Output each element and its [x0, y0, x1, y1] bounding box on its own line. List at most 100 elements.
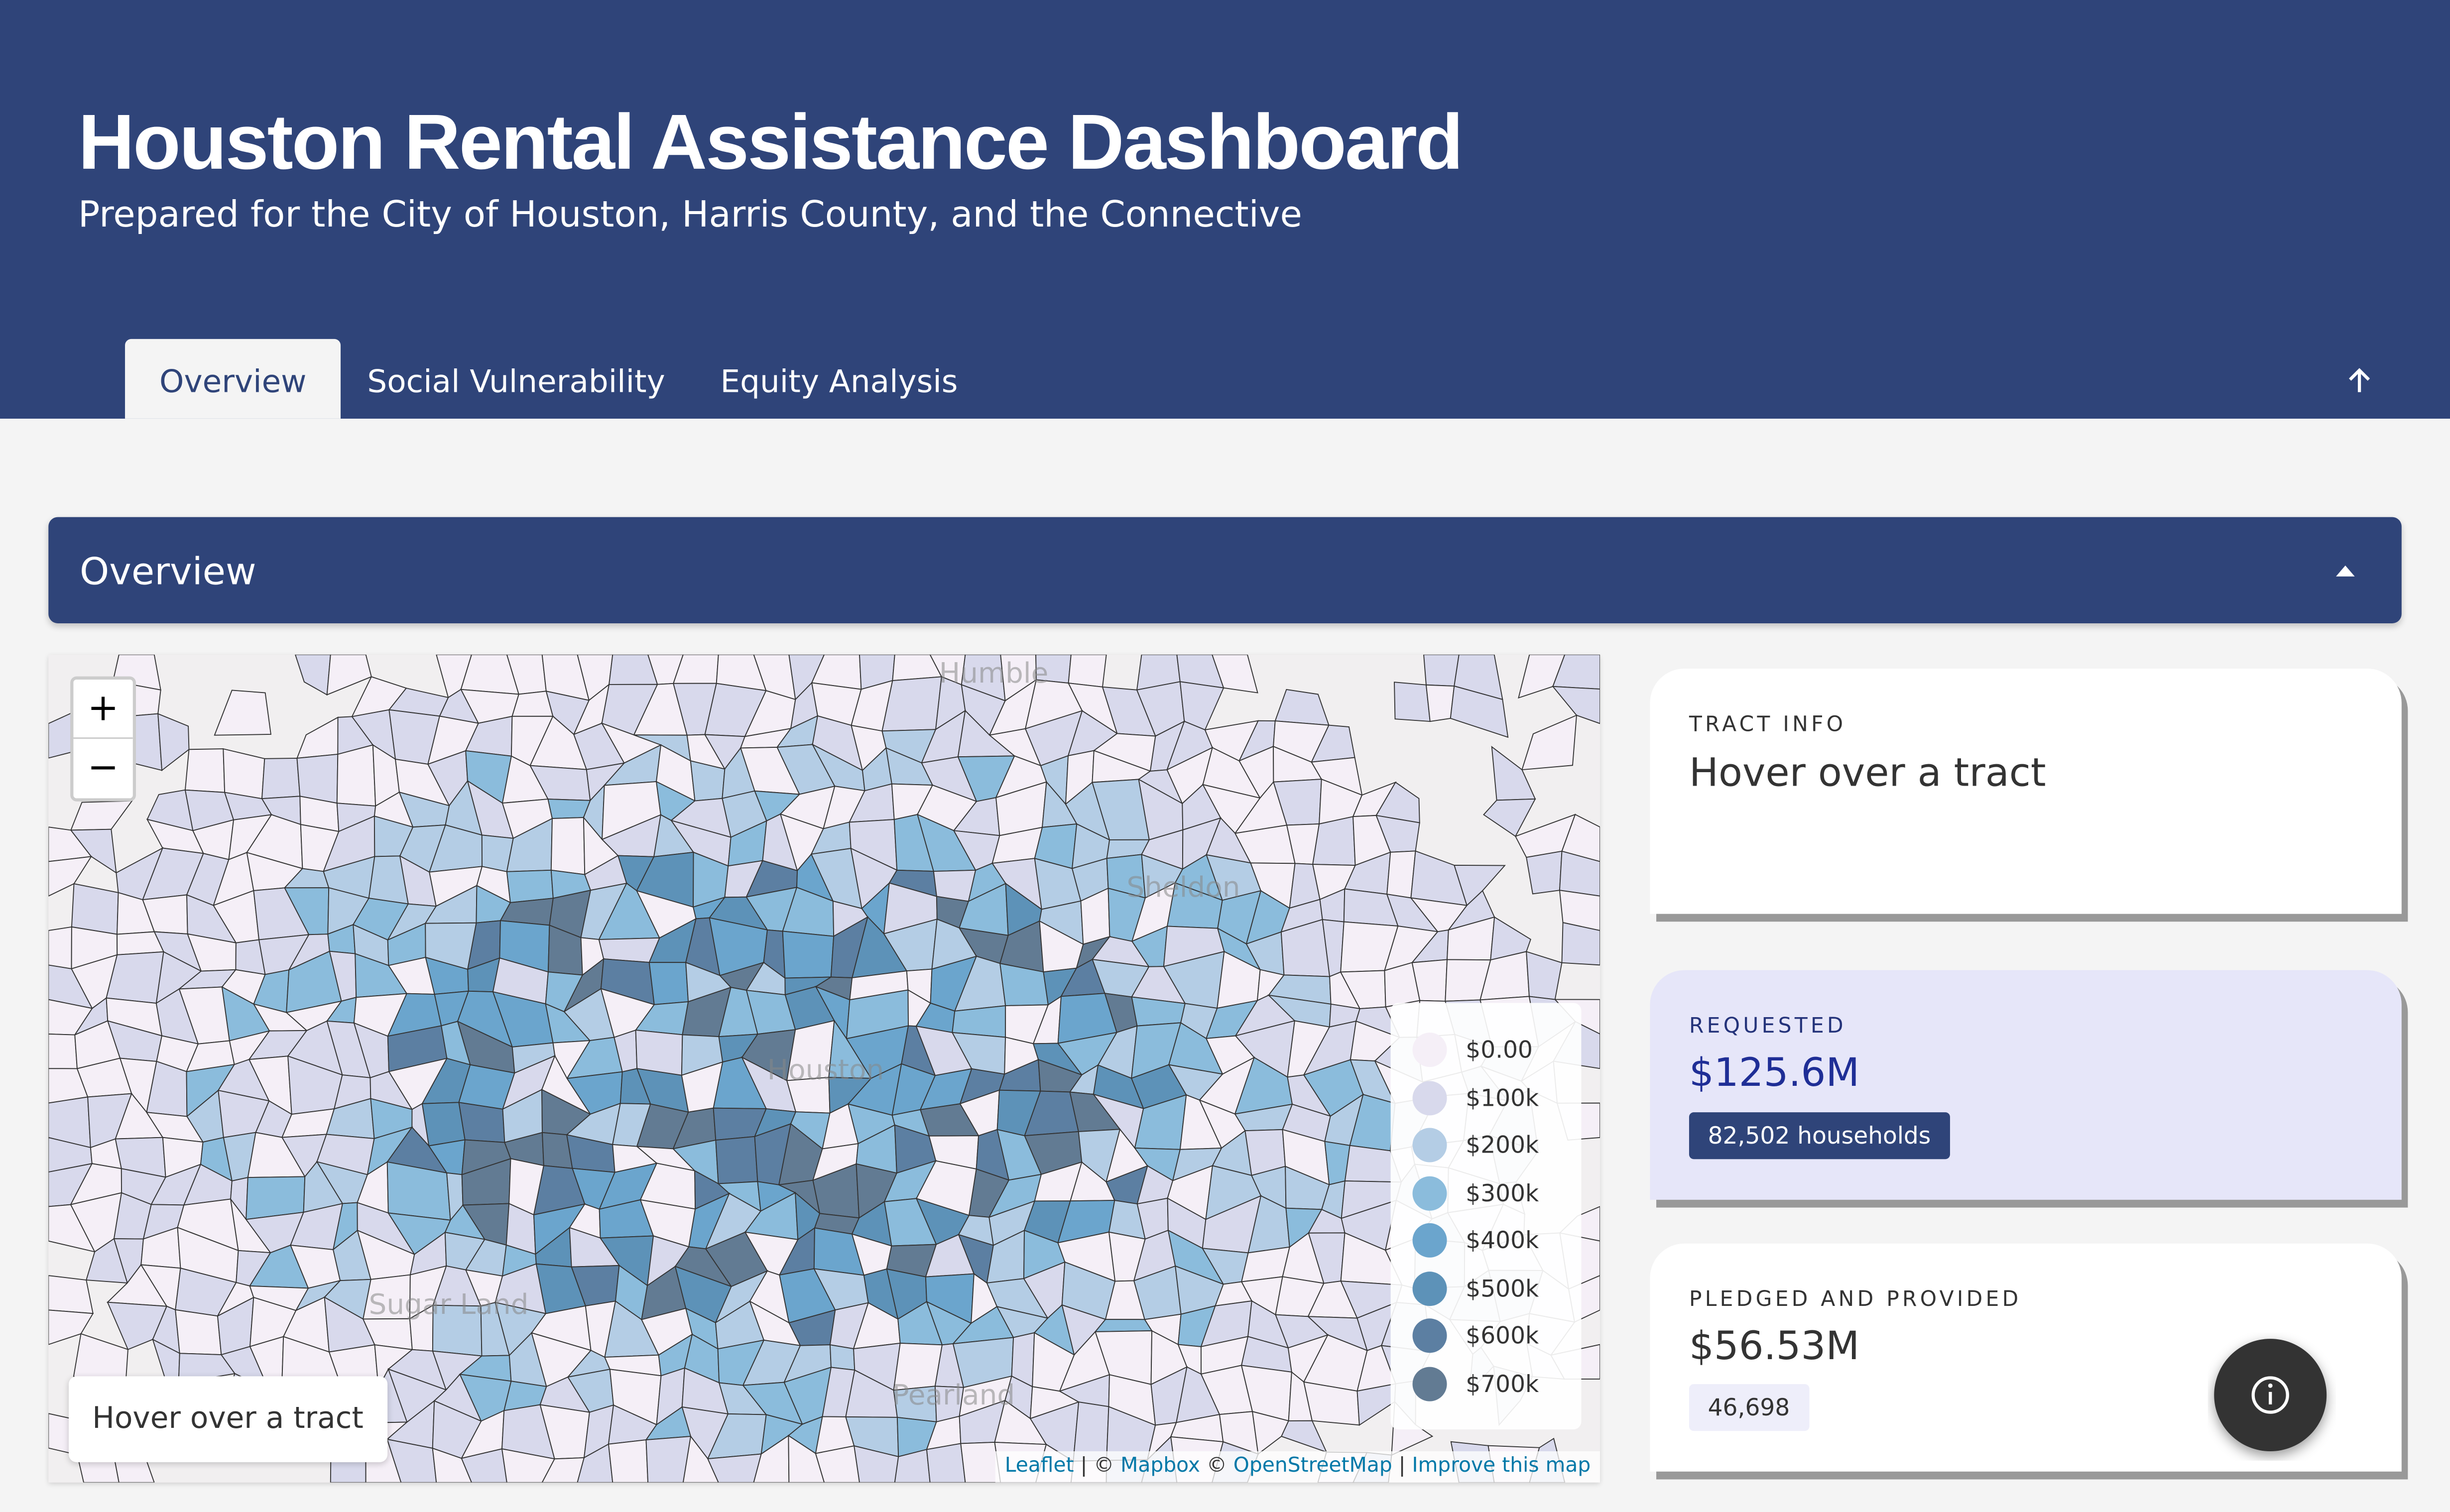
place-label: Houston: [767, 1054, 884, 1086]
tract: [458, 1102, 505, 1143]
zoom-out[interactable]: −: [73, 739, 133, 797]
tract: [1394, 682, 1431, 722]
tab[interactable]: Equity Analysis: [720, 362, 958, 400]
legend-label: $100k: [1466, 1083, 1539, 1112]
tracts: [48, 654, 1600, 1483]
tract: [223, 748, 265, 800]
legend-swatch: [1412, 1366, 1447, 1401]
tract: [1356, 1383, 1396, 1426]
place-label: Pearland: [892, 1379, 1015, 1411]
card-label: REQUESTED: [1689, 1014, 1846, 1039]
tract: [261, 758, 301, 800]
legend-label: $400k: [1466, 1226, 1539, 1255]
legend-label: $300k: [1466, 1178, 1539, 1207]
card-text: Hover over a tract: [1689, 750, 2046, 796]
tract: [1425, 684, 1455, 722]
tab[interactable]: Social Vulnerability: [367, 362, 665, 400]
tract: [214, 690, 272, 736]
badge: 82,502 households: [1689, 1112, 1950, 1160]
tract: [336, 744, 376, 807]
tab[interactable]: Overview: [125, 339, 341, 419]
zoom-in[interactable]: +: [73, 679, 133, 739]
legend-swatch: [1412, 1175, 1447, 1210]
legend-label: $500k: [1466, 1274, 1539, 1302]
legend-item: $300k: [1412, 1174, 1569, 1211]
tract: [715, 1136, 758, 1184]
section-header[interactable]: Overview: [48, 517, 2402, 623]
tract: [48, 1275, 94, 1314]
zoom-control: + −: [70, 676, 136, 802]
tract: [782, 930, 835, 979]
legend-item: $700k: [1412, 1365, 1569, 1402]
tract-card: TRACT INFO Hover over a tract: [1650, 668, 2402, 914]
tract: [952, 1005, 1006, 1038]
card-label: TRACT INFO: [1689, 712, 1846, 738]
map-canvas[interactable]: Humble Sheldon Houston Sugar Land Pearland: [48, 654, 1600, 1483]
legend-swatch: [1412, 1128, 1447, 1163]
legend-item: $400k: [1412, 1222, 1569, 1259]
legend-swatch: [1412, 1033, 1447, 1067]
tract: [926, 1443, 966, 1483]
tract: [294, 654, 331, 696]
legend: $0.00 $100k $200k $300k $400k $500k $600k $700k: [1390, 1003, 1582, 1430]
tract: [648, 962, 689, 1005]
tract: [960, 1441, 1001, 1483]
attribution-part[interactable]: Mapbox: [1120, 1454, 1200, 1478]
tract: [184, 748, 226, 793]
place-label: Sugar Land: [369, 1288, 529, 1321]
card-value: $125.6M: [1689, 1049, 1860, 1095]
tract: [1423, 654, 1460, 687]
tract: [608, 1439, 649, 1483]
tract: [296, 716, 339, 759]
tract: [1552, 686, 1600, 724]
tract: [1281, 1420, 1328, 1453]
legend-item: $200k: [1412, 1126, 1569, 1163]
legend-item: $600k: [1412, 1317, 1569, 1354]
tract: [1521, 714, 1578, 771]
legend-swatch: [1412, 1080, 1447, 1115]
tract: [506, 869, 554, 903]
header: Houston Rental Assistance Dashboard Prep…: [0, 0, 2450, 419]
requested-card: REQUESTED $125.6M 82,502 households: [1650, 970, 2402, 1200]
tract: [421, 1102, 466, 1147]
tract: [71, 883, 119, 935]
attribution-part[interactable]: Leaflet: [1004, 1454, 1074, 1478]
attribution-part[interactable]: Improve this map: [1412, 1454, 1591, 1478]
tract: [829, 1344, 856, 1371]
collapse-icon[interactable]: [2333, 561, 2358, 580]
tract: [48, 926, 72, 969]
tract: [1526, 951, 1563, 1000]
tract: [175, 1309, 222, 1356]
info-button[interactable]: [2208, 1333, 2336, 1461]
legend-label: $600k: [1466, 1321, 1539, 1350]
card-label: PLEDGED AND PROVIDED: [1689, 1287, 2022, 1312]
tract: [326, 654, 372, 696]
map[interactable]: Humble Sheldon Houston Sugar Land Pearland +…: [48, 654, 1600, 1483]
place-label: Humble: [939, 657, 1049, 690]
legend-swatch: [1412, 1271, 1447, 1305]
legend-item: $0.00: [1412, 1031, 1569, 1068]
legend-label: $700k: [1466, 1369, 1539, 1397]
tract: [1450, 685, 1509, 738]
tract: [1483, 798, 1536, 837]
tract: [70, 800, 133, 831]
tract: [1274, 689, 1330, 726]
tract: [296, 753, 339, 804]
tract: [1526, 850, 1563, 895]
hover-info: Hover over a tract: [69, 1376, 387, 1462]
tract: [550, 817, 586, 875]
section-title: Overview: [80, 550, 256, 594]
tract: [1094, 1319, 1153, 1332]
legend-swatch: [1412, 1318, 1447, 1353]
legend-item: $500k: [1412, 1269, 1569, 1306]
tract: [1312, 816, 1356, 866]
attribution: Leaflet | © Mapbox © OpenStreetMap | Imp…: [995, 1451, 1600, 1483]
tract: [1068, 654, 1107, 688]
attribution-part: ©: [1094, 1454, 1114, 1478]
legend-label: $0.00: [1466, 1036, 1533, 1064]
scroll-top[interactable]: [2344, 365, 2375, 397]
attribution-part[interactable]: OpenStreetMap: [1233, 1454, 1392, 1478]
badge: 46,698: [1689, 1384, 1809, 1431]
tract: [1212, 654, 1258, 694]
